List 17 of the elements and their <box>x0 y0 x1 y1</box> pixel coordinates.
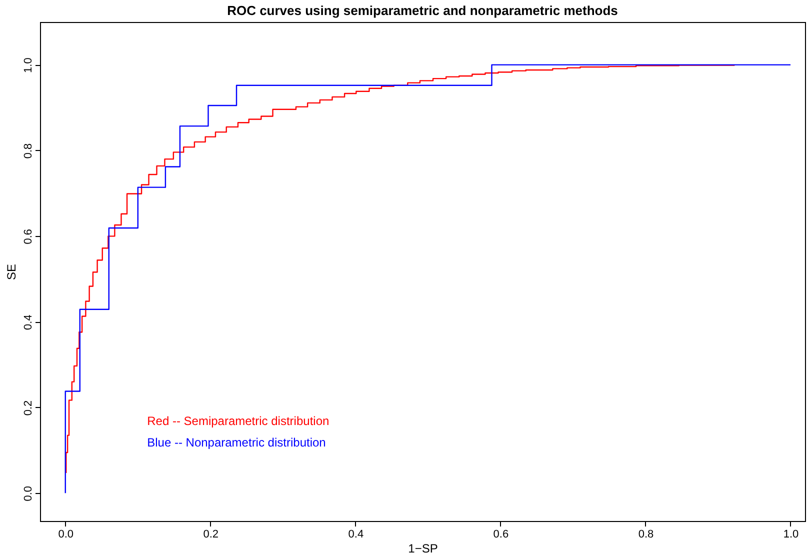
y-tick-label: 0.4 <box>22 314 34 330</box>
x-tick-label: 0.6 <box>493 528 509 540</box>
y-tick-label: 1.0 <box>22 58 34 73</box>
x-tick-label: 0.8 <box>638 528 654 540</box>
x-tick-label: 1.0 <box>783 528 799 540</box>
y-axis-title: SE <box>4 264 18 280</box>
x-tick-label: 0.4 <box>348 528 364 540</box>
x-tick-label: 0.2 <box>203 528 219 540</box>
y-tick-label: 0.6 <box>22 229 34 244</box>
y-tick-label: 0.0 <box>22 486 34 502</box>
x-axis-title: 1−SP <box>408 542 438 556</box>
y-tick-label: 0.8 <box>22 143 34 159</box>
text: Red -- Semiparametric distribution <box>147 414 330 428</box>
y-tick-label: 0.2 <box>22 400 34 416</box>
text: Blue -- Nonparametric distribution <box>147 436 326 450</box>
chart-title: ROC curves using semiparametric and nonparametric methods <box>227 3 618 18</box>
x-tick-label: 0.0 <box>58 528 74 540</box>
